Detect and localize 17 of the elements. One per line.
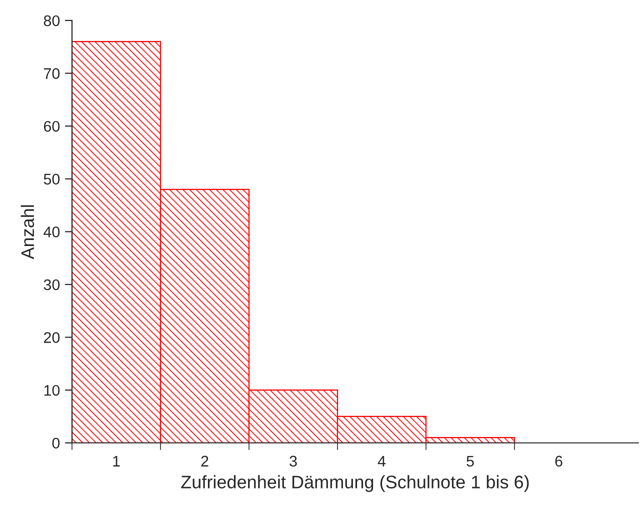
x-tick-label: 4 xyxy=(378,456,386,466)
x-tick-label: 2 xyxy=(201,456,208,466)
y-tick-label: 40 xyxy=(44,226,60,238)
x-tick-label: 3 xyxy=(290,456,297,467)
y-tick-label: 0 xyxy=(52,438,60,449)
y-axis-title: Anzahl xyxy=(20,205,34,260)
y-tick-label: 50 xyxy=(44,174,60,185)
x-axis-title: Zufriedenheit Dämmung (Schulnote 1 bis 6) xyxy=(181,475,529,492)
y-tick-label: 80 xyxy=(44,15,60,26)
y-tick-label: 30 xyxy=(44,279,60,290)
y-tick-label: 10 xyxy=(44,384,60,396)
x-tick-label: 1 xyxy=(113,456,120,466)
y-tick-label: 60 xyxy=(44,120,60,132)
x-tick-label: 6 xyxy=(555,456,562,467)
x-tick-label: 5 xyxy=(466,456,474,467)
y-tick-label: 70 xyxy=(44,68,60,79)
y-tick-label: 20 xyxy=(44,332,60,343)
